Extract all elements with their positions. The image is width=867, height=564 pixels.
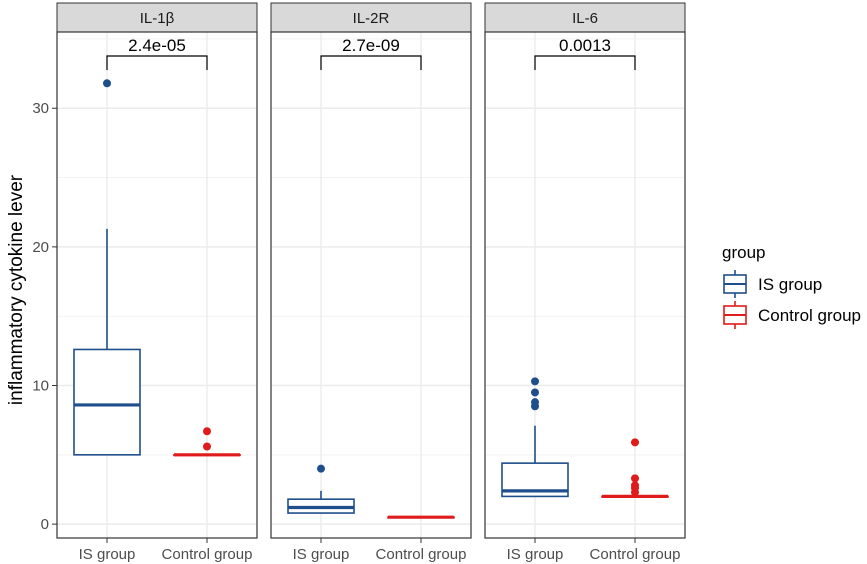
p-value-label: 2.4e-05	[128, 36, 186, 55]
panel-background	[271, 32, 471, 538]
facet-strip	[484, 2, 686, 33]
box-0	[287, 464, 355, 514]
facet-panel-0: IL-1β IS group Control group 2.4e-05	[56, 2, 258, 563]
y-tick-label: 30	[32, 100, 49, 117]
box-1	[387, 515, 455, 519]
y-tick-label: 0	[41, 516, 49, 533]
outlier-point	[531, 377, 539, 386]
panel-border	[56, 31, 258, 539]
box-0	[501, 377, 569, 498]
outlier-point	[531, 398, 539, 407]
box-1	[173, 427, 241, 457]
x-tick-label: Control group	[590, 546, 681, 563]
y-axis: 0 10 20 30	[32, 100, 57, 533]
facet-title: IL-6	[572, 10, 598, 27]
outlier-point	[631, 481, 639, 490]
box-iqr	[73, 348, 141, 456]
y-tick-label: 10	[32, 378, 49, 395]
legend-title: group	[722, 243, 765, 262]
facet-title: IL-2R	[353, 10, 390, 27]
legend-item-label: Control group	[758, 306, 861, 325]
facet-title: IL-1β	[140, 10, 175, 27]
outlier-point	[103, 79, 111, 88]
y-axis-label: inflammatory cytokine lever	[6, 174, 27, 405]
p-value-label: 0.0013	[559, 36, 611, 55]
panel-background	[485, 32, 685, 538]
facet-panels: IL-1β IS group Control group 2.4e-05 IL-2R IS…	[56, 2, 686, 563]
x-tick-label: IS group	[293, 546, 350, 563]
legend-item-0: IS group	[723, 270, 822, 298]
legend-item-1: Control group	[723, 301, 861, 329]
outlier-point	[203, 442, 211, 451]
significance-bracket	[534, 55, 636, 70]
x-tick-label: IS group	[507, 546, 564, 563]
legend: group IS group Control group	[722, 243, 861, 329]
x-tick-label: Control group	[162, 546, 253, 563]
box-0	[73, 79, 141, 456]
legend-item-label: IS group	[758, 275, 822, 294]
significance-bracket	[106, 55, 208, 70]
outlier-point	[631, 438, 639, 447]
x-tick-label: Control group	[376, 546, 467, 563]
box-1	[601, 438, 669, 499]
outlier-point	[531, 388, 539, 397]
significance-bracket	[320, 55, 422, 70]
x-tick-label: IS group	[79, 546, 136, 563]
panel-border	[270, 31, 472, 539]
outlier-point	[203, 427, 211, 436]
outlier-point	[317, 464, 325, 473]
facet-strip	[270, 2, 472, 33]
facet-panel-1: IL-2R IS group Control group 2.7e-09	[270, 2, 472, 563]
p-value-label: 2.7e-09	[342, 36, 400, 55]
y-tick-label: 20	[32, 239, 49, 256]
outlier-point	[631, 474, 639, 483]
facet-strip	[56, 2, 258, 33]
panel-border	[484, 31, 686, 539]
facet-panel-2: IL-6 IS group Control group 0.0013	[484, 2, 686, 563]
